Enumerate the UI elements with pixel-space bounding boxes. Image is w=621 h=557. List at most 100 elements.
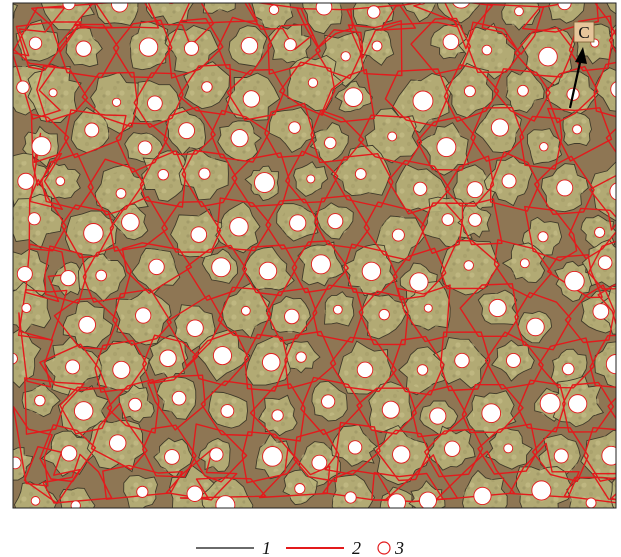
tree-center-circle (597, 255, 613, 270)
voronoi-cell (545, 65, 599, 124)
voronoi-cell (524, 205, 578, 262)
tree-center-circle (442, 33, 460, 51)
voronoi-cell (439, 331, 491, 392)
tree-center-circle (537, 231, 549, 243)
tree-center-circle (159, 349, 177, 368)
voronoi-cell (562, 381, 615, 433)
tree-center-circle (340, 51, 351, 62)
voronoi-cell (39, 343, 108, 392)
tree-center-circle (348, 440, 363, 455)
tree-center-circle (0, 7, 6, 18)
tree-center-circle (112, 360, 131, 379)
voronoi-cell (358, 114, 423, 166)
legend-item-3: 3 (377, 538, 404, 557)
voronoi-cell (324, 421, 381, 476)
crown-texture (13, 337, 34, 380)
tree-center-circle (16, 266, 33, 283)
arrow-up-icon (568, 47, 587, 109)
tree-centers (0, 3, 621, 508)
voronoi-cell (142, 334, 199, 384)
tree-center-circle (65, 359, 81, 375)
marker-c-box (573, 21, 595, 43)
tree-center-circle (321, 394, 336, 409)
voronoi-cell (568, 15, 613, 72)
tree-center-circle (73, 401, 94, 421)
tree-center-circle (585, 497, 597, 508)
tree-center-circle (444, 440, 461, 457)
tree-center-circle (212, 346, 232, 366)
voronoi-cell (583, 427, 616, 482)
voronoi-cell (217, 286, 272, 340)
voronoi-cell (82, 246, 132, 303)
voronoi-cell (300, 376, 363, 436)
red-circle-swatch (377, 541, 391, 555)
voronoi-cell (147, 374, 206, 431)
tree-center-circle (466, 181, 484, 199)
voronoi-cell (356, 387, 417, 435)
tree-center-circle (610, 81, 616, 98)
tree-center-circle (283, 38, 297, 52)
tree-center-circle (538, 46, 558, 67)
tree-center-circle (201, 81, 213, 93)
voronoi-cell (13, 405, 53, 487)
tree-center-circle (506, 352, 521, 368)
voronoi-cell (424, 428, 484, 478)
crown-texture (152, 3, 190, 17)
tree-center-circle (215, 495, 236, 508)
voronoi-cell (390, 335, 445, 396)
voronoi-cell (493, 239, 553, 299)
tree-center-circle (128, 397, 142, 412)
tree-center-circle (356, 361, 374, 379)
tree-center-circle (307, 77, 319, 88)
tree-center-circle (463, 260, 474, 271)
voronoi-cell (102, 464, 183, 500)
crown-texture (549, 3, 580, 18)
tree-center-circle (539, 392, 561, 414)
voronoi-cell (444, 155, 495, 207)
tree-center-circle (171, 390, 187, 406)
voronoi-cell (242, 244, 298, 297)
tree-center-circle (327, 213, 344, 230)
voronoi-cell (18, 312, 54, 388)
tree-center-circle (609, 182, 616, 201)
legend-label-2: 2 (352, 538, 361, 557)
voronoi-cell (267, 23, 321, 75)
voronoi-cell (413, 3, 494, 50)
voronoi-cell (217, 16, 273, 76)
voronoi-cell (179, 3, 258, 24)
tree-center-circle (617, 302, 621, 319)
tree-center-circle (254, 172, 275, 193)
tree-center-circle (60, 445, 78, 462)
tree-center-circle (501, 173, 517, 189)
tree-center-circle (198, 167, 211, 180)
tree-center-circle (83, 223, 104, 244)
voronoi-cell (589, 334, 616, 388)
voronoi-cell (179, 477, 267, 500)
voronoi-cell (490, 151, 540, 212)
voronoi-cell (547, 107, 613, 162)
voronoi-cell (315, 29, 364, 80)
voronoi-cell (139, 150, 187, 208)
tree-center-circle (429, 407, 447, 425)
tree-center-circle (381, 400, 400, 419)
voronoi-cell (444, 198, 503, 246)
voronoi-cell (57, 23, 120, 79)
voronoi-cell (597, 284, 616, 327)
tree-center-circle (488, 298, 507, 318)
tree-center-circle (95, 269, 107, 282)
voronoi-cell (459, 283, 519, 337)
tree-center-circle (519, 258, 530, 269)
tree-center-circle (28, 36, 43, 50)
voronoi-cells (13, 3, 616, 504)
tree-center-circle (115, 188, 127, 199)
tree-center-circle (111, 3, 129, 13)
tree-center-circle (315, 3, 333, 16)
tree-center-circle (387, 493, 406, 508)
voronoi-cell (210, 109, 270, 163)
marker-c: C (568, 21, 595, 109)
voronoi-cell (593, 61, 616, 118)
voronoi-cell (387, 159, 451, 215)
tree-center-circle (34, 394, 46, 407)
voronoi-cell (320, 68, 375, 123)
tree-center-circle (111, 97, 122, 107)
